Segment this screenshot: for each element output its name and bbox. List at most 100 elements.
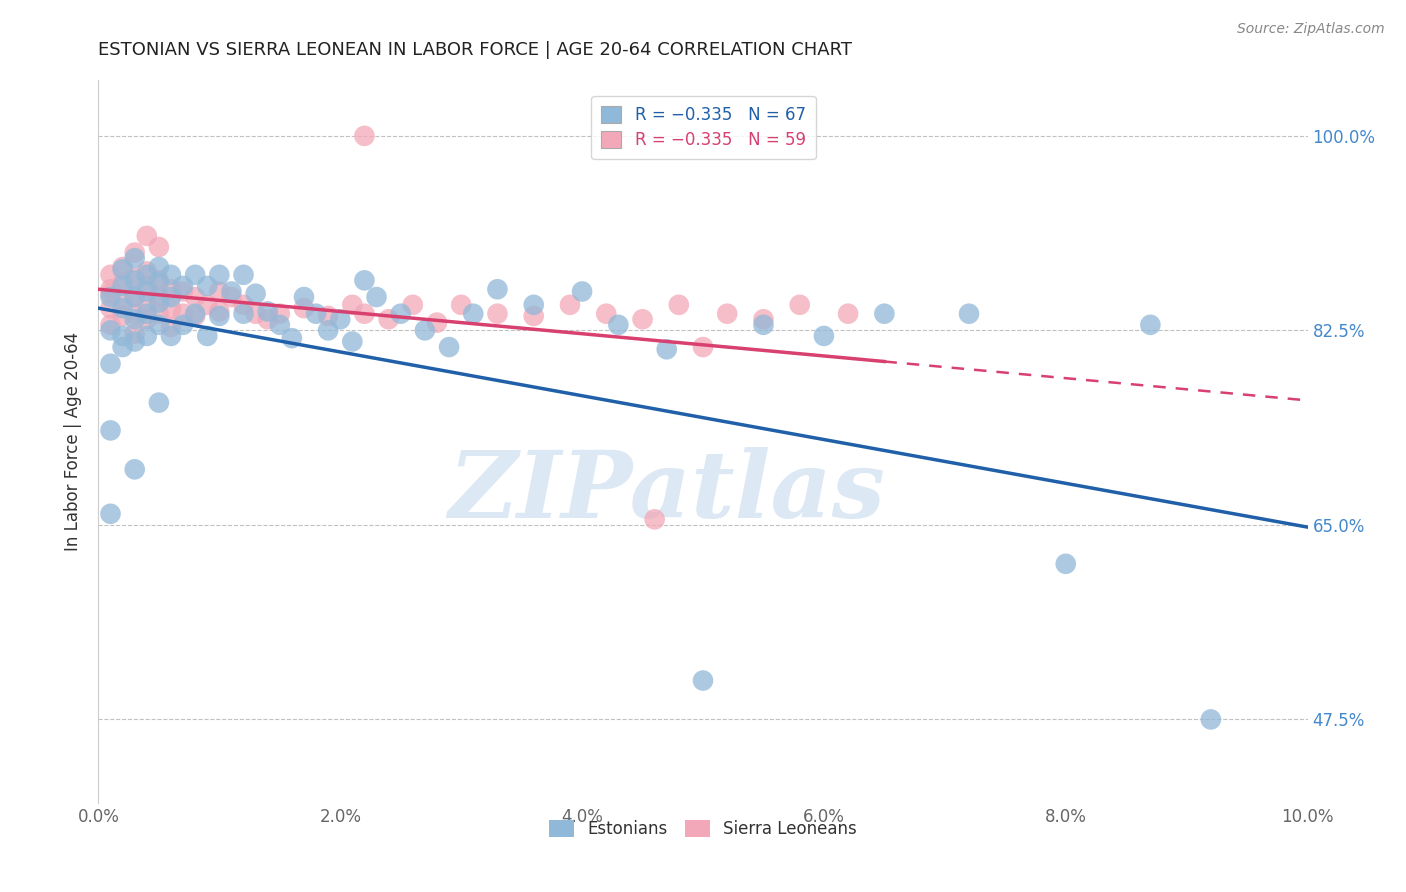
Point <box>100 357 122 371</box>
Point <box>245 286 267 301</box>
Point <box>148 307 170 321</box>
Point <box>716 307 738 321</box>
Point <box>1199 713 1222 727</box>
Point <box>124 271 146 285</box>
Point <box>148 318 170 332</box>
Point <box>558 298 581 312</box>
Point <box>135 228 157 243</box>
Point <box>124 251 146 265</box>
Point <box>172 285 194 299</box>
Point <box>377 312 399 326</box>
Point <box>353 273 375 287</box>
Point <box>655 343 678 357</box>
Point <box>111 329 134 343</box>
Point <box>316 323 339 337</box>
Point <box>486 282 509 296</box>
Point <box>100 323 122 337</box>
Point <box>100 301 122 315</box>
Point <box>135 268 157 282</box>
Point <box>1054 557 1077 571</box>
Point <box>148 295 170 310</box>
Point <box>148 290 170 304</box>
Point <box>256 312 278 326</box>
Point <box>135 312 157 326</box>
Point <box>256 304 278 318</box>
Point <box>184 268 207 282</box>
Point <box>813 329 835 343</box>
Point <box>160 301 183 315</box>
Point <box>221 290 243 304</box>
Point <box>111 262 134 277</box>
Point <box>160 290 183 304</box>
Point <box>172 279 194 293</box>
Point <box>873 307 896 321</box>
Point <box>160 329 183 343</box>
Point <box>692 673 714 688</box>
Point <box>437 340 460 354</box>
Point <box>111 293 134 308</box>
Point <box>195 298 218 312</box>
Point <box>426 316 449 330</box>
Point <box>1139 318 1161 332</box>
Point <box>100 282 122 296</box>
Point <box>172 318 194 332</box>
Point <box>208 309 231 323</box>
Point <box>342 334 364 349</box>
Point <box>100 290 122 304</box>
Point <box>124 245 146 260</box>
Y-axis label: In Labor Force | Age 20-64: In Labor Force | Age 20-64 <box>65 332 83 551</box>
Point <box>668 298 690 312</box>
Point <box>232 298 254 312</box>
Point <box>353 128 375 143</box>
Point <box>160 282 183 296</box>
Point <box>100 268 122 282</box>
Point <box>100 318 122 332</box>
Point <box>232 268 254 282</box>
Point <box>124 326 146 341</box>
Point <box>595 307 617 321</box>
Point <box>135 264 157 278</box>
Point <box>135 285 157 299</box>
Point <box>523 298 546 312</box>
Point <box>111 260 134 274</box>
Point <box>124 334 146 349</box>
Point <box>366 290 388 304</box>
Point <box>135 307 157 321</box>
Point <box>316 309 339 323</box>
Point <box>124 273 146 287</box>
Point <box>184 307 207 321</box>
Legend: Estonians, Sierra Leoneans: Estonians, Sierra Leoneans <box>543 814 863 845</box>
Point <box>124 290 146 304</box>
Point <box>789 298 811 312</box>
Point <box>184 309 207 323</box>
Point <box>292 301 315 315</box>
Point <box>389 307 412 321</box>
Point <box>221 285 243 299</box>
Point <box>752 318 775 332</box>
Point <box>160 320 183 334</box>
Point <box>329 312 352 326</box>
Point <box>148 260 170 274</box>
Point <box>305 307 328 321</box>
Point <box>195 329 218 343</box>
Point <box>208 268 231 282</box>
Point <box>463 307 485 321</box>
Point <box>148 276 170 290</box>
Point <box>523 309 546 323</box>
Point <box>135 329 157 343</box>
Point <box>111 276 134 290</box>
Point <box>837 307 859 321</box>
Point <box>100 507 122 521</box>
Point <box>342 298 364 312</box>
Point <box>353 307 375 321</box>
Point <box>292 290 315 304</box>
Point <box>752 312 775 326</box>
Point <box>281 331 304 345</box>
Text: ESTONIAN VS SIERRA LEONEAN IN LABOR FORCE | AGE 20-64 CORRELATION CHART: ESTONIAN VS SIERRA LEONEAN IN LABOR FORC… <box>98 41 852 59</box>
Point <box>195 279 218 293</box>
Point <box>957 307 980 321</box>
Point <box>269 307 291 321</box>
Point <box>160 268 183 282</box>
Text: ZIPatlas: ZIPatlas <box>449 447 886 537</box>
Point <box>184 290 207 304</box>
